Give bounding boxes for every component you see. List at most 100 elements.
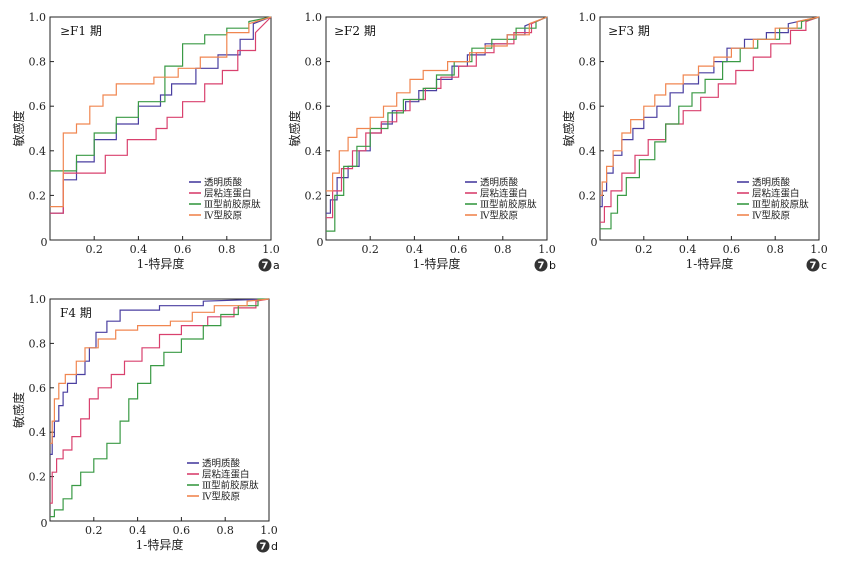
roc-panel-c: 0.2 0.4 0.6 0.8 1.0 0.2 0.4 0.6 0.8 1.0 0 1-特异度 敏感度 ≥… bbox=[561, 11, 828, 272]
badge-circle bbox=[256, 539, 270, 553]
panel-title: ≥F1 期 bbox=[60, 24, 102, 38]
roc-curve-d-1 bbox=[50, 298, 270, 504]
panel-title: F4 期 bbox=[60, 306, 92, 320]
legend-label: Ⅳ型胶原 bbox=[752, 210, 790, 222]
plot-frame bbox=[599, 16, 820, 241]
roc-curve-c-1 bbox=[600, 16, 820, 223]
y-tick-label: 0.2 bbox=[579, 189, 597, 202]
y-tick-label: 0.2 bbox=[29, 189, 47, 202]
y-tick-label: 0.2 bbox=[29, 471, 47, 484]
x-tick-label: 0.8 bbox=[766, 243, 784, 256]
badge-number: 7 bbox=[262, 261, 269, 272]
y-axis-title: 敏感度 bbox=[11, 392, 26, 428]
x-axis-title: 1-特异度 bbox=[137, 256, 185, 271]
plot-frame bbox=[49, 298, 270, 522]
x-tick-label: 1.0 bbox=[262, 243, 280, 256]
legend-label: Ⅳ型胶原 bbox=[202, 491, 240, 503]
x-tick-label: 1.0 bbox=[810, 243, 828, 256]
badge-letter: b bbox=[549, 259, 556, 272]
y-tick-label: 0.8 bbox=[579, 56, 597, 69]
legend-label: 层粘连蛋白 bbox=[752, 188, 800, 200]
y-tick-label: 0.6 bbox=[579, 100, 597, 113]
roc-curve-d-0 bbox=[50, 298, 270, 455]
x-axis-title: 1-特异度 bbox=[413, 256, 461, 271]
x-tick-label: 0.2 bbox=[85, 524, 103, 537]
legend-label: 透明质酸 bbox=[752, 177, 791, 189]
legend-label: 透明质酸 bbox=[480, 177, 519, 189]
legend-label: Ⅲ型前胶原肽 bbox=[204, 199, 261, 211]
x-tick-label: 0.6 bbox=[723, 243, 741, 256]
x-axis-title: 1-特异度 bbox=[686, 256, 734, 271]
roc-curve-d-3 bbox=[50, 298, 270, 444]
y-axis-title: 敏感度 bbox=[11, 110, 26, 146]
y-tick-label: 0.4 bbox=[29, 145, 47, 158]
roc-curve-a-3 bbox=[50, 16, 272, 208]
x-tick-label: 0.4 bbox=[129, 524, 147, 537]
badge-number: 7 bbox=[538, 261, 545, 272]
legend-label: 透明质酸 bbox=[202, 458, 241, 470]
x-tick-label: 0.2 bbox=[635, 243, 653, 256]
y-tick-label: 0.8 bbox=[29, 337, 47, 350]
y-tick-label: 1.0 bbox=[579, 11, 597, 24]
origin-label: 0 bbox=[41, 517, 48, 530]
plot-frame bbox=[325, 16, 548, 241]
roc-curve-d-2 bbox=[50, 298, 269, 518]
badge-circle bbox=[258, 258, 272, 272]
origin-label: 0 bbox=[591, 236, 598, 249]
legend-label: Ⅲ型前胶原肽 bbox=[752, 199, 809, 211]
roc-curve-b-2 bbox=[326, 16, 548, 232]
badge-letter: c bbox=[821, 259, 827, 272]
y-tick-label: 0.6 bbox=[29, 382, 47, 395]
badge-number: 7 bbox=[260, 542, 267, 553]
plot-frame bbox=[49, 16, 272, 241]
roc-curve-c-3 bbox=[600, 16, 820, 196]
badge-number: 7 bbox=[810, 261, 817, 272]
roc-curve-a-2 bbox=[50, 16, 272, 172]
legend-label: 透明质酸 bbox=[204, 177, 243, 189]
legend-label: 层粘连蛋白 bbox=[204, 188, 252, 200]
y-tick-label: 0.4 bbox=[29, 426, 47, 439]
roc-curve-c-0 bbox=[600, 16, 820, 208]
y-tick-label: 0.8 bbox=[305, 56, 323, 69]
legend-label: Ⅲ型前胶原肽 bbox=[480, 199, 537, 211]
x-tick-label: 1.0 bbox=[538, 243, 556, 256]
panel-title: ≥F2 期 bbox=[334, 24, 376, 38]
x-tick-label: 0.4 bbox=[130, 243, 148, 256]
legend-label: Ⅲ型前胶原肽 bbox=[202, 480, 259, 492]
x-tick-label: 0.8 bbox=[216, 524, 234, 537]
badge-circle bbox=[806, 258, 820, 272]
y-tick-label: 0.6 bbox=[29, 100, 47, 113]
roc-panel-a: 0.2 0.4 0.6 0.8 1.0 0.2 0.4 0.6 0.8 1.0 0 1-特异度 敏感度 ≥… bbox=[11, 11, 280, 272]
x-tick-label: 0.8 bbox=[218, 243, 236, 256]
badge-letter: d bbox=[271, 540, 278, 553]
badge-circle bbox=[534, 258, 548, 272]
origin-label: 0 bbox=[317, 236, 324, 249]
y-tick-label: 1.0 bbox=[305, 11, 323, 24]
y-tick-label: 0.4 bbox=[305, 145, 323, 158]
roc-curve-a-1 bbox=[50, 16, 272, 214]
legend-label: 层粘连蛋白 bbox=[480, 188, 528, 200]
x-tick-label: 0.2 bbox=[85, 243, 103, 256]
y-tick-label: 0.4 bbox=[579, 145, 597, 158]
roc-panel-d: 0.2 0.4 0.6 0.8 1.0 0.2 0.4 0.6 0.8 1.0 0 1-特异度 敏感度 F… bbox=[11, 293, 278, 553]
y-axis-title: 敏感度 bbox=[287, 110, 302, 146]
y-tick-label: 0.2 bbox=[305, 189, 323, 202]
legend-label: Ⅳ型胶原 bbox=[204, 210, 242, 222]
x-tick-label: 0.4 bbox=[679, 243, 697, 256]
x-tick-label: 0.6 bbox=[174, 243, 192, 256]
y-tick-label: 1.0 bbox=[29, 11, 47, 24]
x-tick-label: 0.4 bbox=[406, 243, 424, 256]
x-tick-label: 0.6 bbox=[450, 243, 468, 256]
roc-panel-b: 0.2 0.4 0.6 0.8 1.0 0.2 0.4 0.6 0.8 1.0 0 1-特异度 敏感度 ≥… bbox=[287, 11, 556, 272]
x-tick-label: 0.2 bbox=[361, 243, 379, 256]
x-tick-label: 0.8 bbox=[494, 243, 512, 256]
panel-title: ≥F3 期 bbox=[608, 24, 650, 38]
origin-label: 0 bbox=[41, 236, 48, 249]
y-axis-title: 敏感度 bbox=[561, 110, 576, 146]
badge-letter: a bbox=[273, 259, 280, 272]
x-axis-title: 1-特异度 bbox=[136, 537, 184, 552]
y-tick-label: 0.8 bbox=[29, 56, 47, 69]
legend-label: 层粘连蛋白 bbox=[202, 469, 250, 481]
legend-label: Ⅳ型胶原 bbox=[480, 210, 518, 222]
